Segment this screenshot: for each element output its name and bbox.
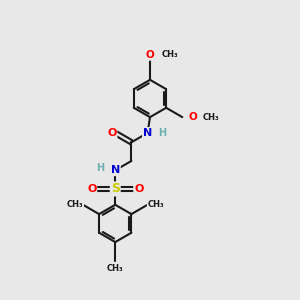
Text: O: O xyxy=(87,184,96,194)
Text: CH₃: CH₃ xyxy=(161,50,178,59)
Text: O: O xyxy=(134,184,143,194)
Text: N: N xyxy=(111,165,120,175)
Text: S: S xyxy=(111,182,120,195)
Text: O: O xyxy=(188,112,197,122)
Text: H: H xyxy=(158,128,166,138)
Text: N: N xyxy=(143,128,152,138)
Text: O: O xyxy=(107,128,116,138)
Text: CH₃: CH₃ xyxy=(148,200,164,209)
Text: CH₃: CH₃ xyxy=(66,200,83,209)
Text: CH₃: CH₃ xyxy=(107,264,124,273)
Text: H: H xyxy=(96,163,104,173)
Text: CH₃: CH₃ xyxy=(203,112,220,122)
Text: O: O xyxy=(146,50,154,60)
